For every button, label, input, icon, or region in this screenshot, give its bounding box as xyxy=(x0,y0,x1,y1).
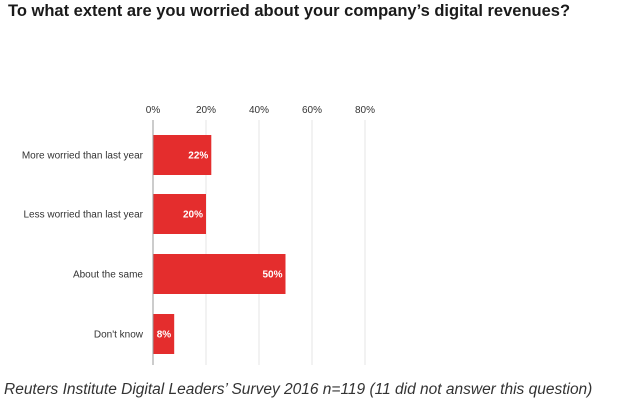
bar xyxy=(153,254,286,294)
chart-title: To what extent are you worried about you… xyxy=(8,2,571,20)
category-label: More worried than last year xyxy=(22,151,144,162)
x-tick-label: 20% xyxy=(196,105,216,116)
category-labels: More worried than last year Less worried … xyxy=(22,151,144,341)
data-label: 20% xyxy=(183,210,203,221)
bars xyxy=(153,135,286,354)
data-label: 8% xyxy=(157,330,172,341)
category-label: About the same xyxy=(73,270,143,281)
bar xyxy=(153,314,175,354)
bar xyxy=(153,194,206,234)
x-tick-label: 60% xyxy=(302,105,322,116)
gridlines xyxy=(205,120,366,365)
category-label: Less worried than last year xyxy=(23,210,143,221)
x-tick-label: 0% xyxy=(146,105,161,116)
data-labels: 22% 20% 50% 8% xyxy=(157,151,283,341)
data-label: 50% xyxy=(262,270,282,281)
x-tick-label: 40% xyxy=(249,105,269,116)
bar xyxy=(153,135,212,175)
x-tick-label: 80% xyxy=(355,105,375,116)
source-note: Reuters Institute Digital Leaders’ Surve… xyxy=(4,381,593,398)
data-label: 22% xyxy=(188,151,208,162)
category-label: Don't know xyxy=(94,330,144,341)
x-axis-ticks: 0% 20% 40% 60% 80% xyxy=(146,105,375,116)
